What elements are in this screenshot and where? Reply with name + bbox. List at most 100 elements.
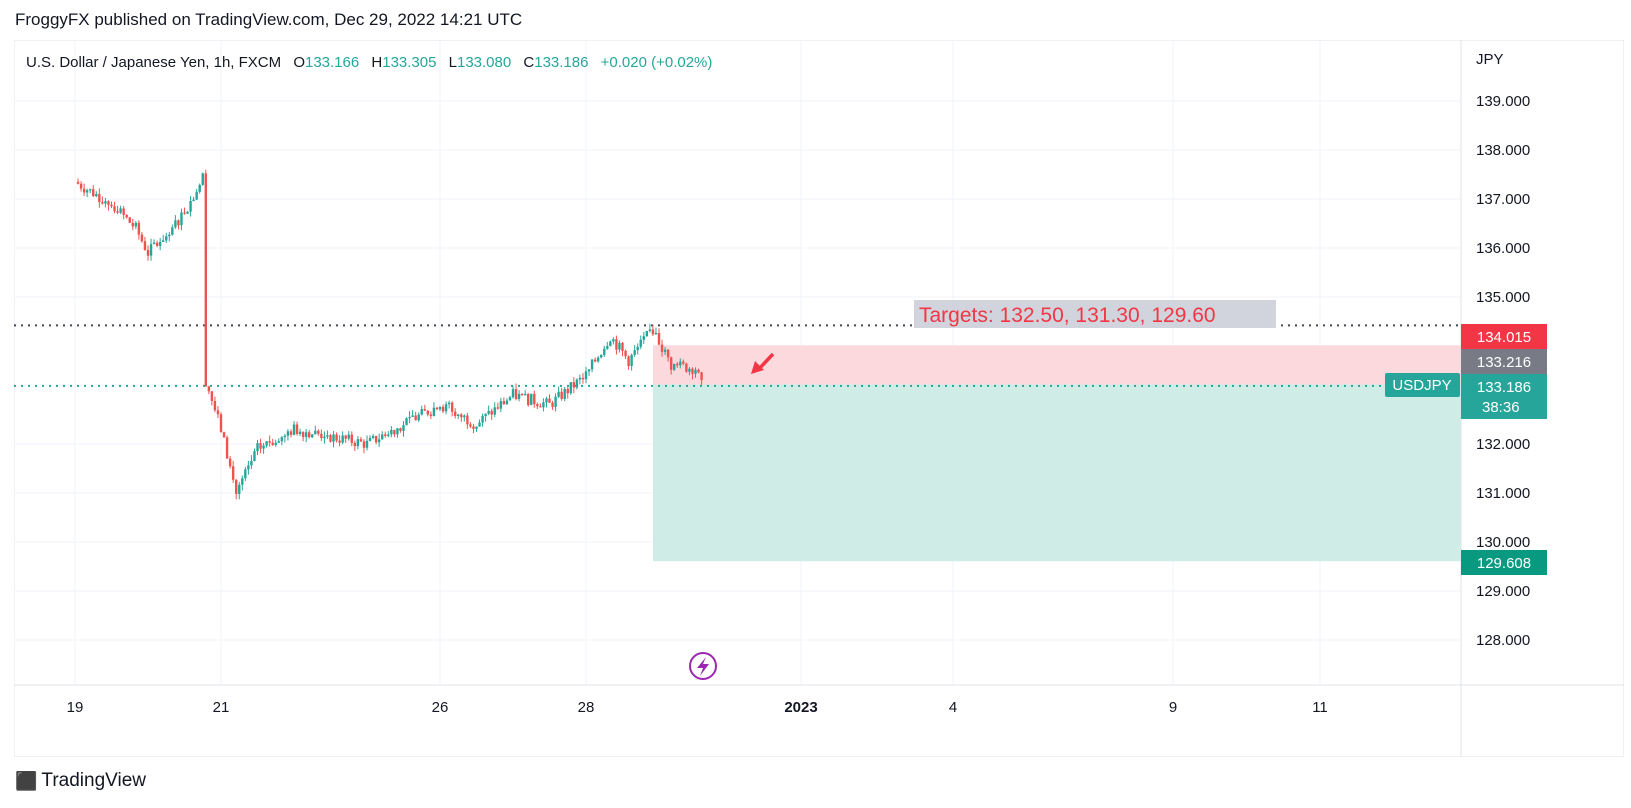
candle-body: [304, 432, 308, 437]
lightning-icon[interactable]: [689, 652, 717, 680]
candle-body: [158, 241, 162, 246]
candle-body: [152, 242, 156, 245]
candle-body: [137, 222, 141, 235]
candle-body: [195, 191, 198, 200]
down-arrow-icon[interactable]: [751, 352, 775, 374]
candle-body: [347, 434, 350, 439]
candle-body: [673, 363, 676, 370]
candle-body: [393, 429, 396, 435]
stop-price-tag[interactable]: 134.015: [1477, 329, 1531, 346]
candle-body: [356, 439, 360, 447]
candle-body: [308, 432, 311, 438]
candle-body: [359, 439, 363, 442]
candle-body: [350, 434, 353, 443]
candle-body: [454, 411, 457, 416]
candle-body: [475, 426, 478, 429]
time-tick: 28: [578, 699, 595, 716]
candle-body: [633, 350, 636, 355]
candle-body: [92, 189, 95, 197]
candle-body: [98, 193, 101, 203]
candle-body: [566, 388, 569, 394]
candle-body: [676, 363, 679, 366]
candle-body: [332, 434, 335, 442]
candle-body: [499, 401, 503, 409]
targets-label[interactable]: Targets: 132.50, 131.30, 129.60: [919, 304, 1216, 327]
target-price-tag[interactable]: 129.608: [1477, 555, 1531, 572]
candle-body: [411, 415, 414, 417]
candle-body: [627, 356, 630, 367]
candle-body: [563, 388, 566, 399]
candle-body: [502, 401, 506, 405]
entry-price-tag[interactable]: 133.216: [1477, 354, 1531, 371]
last-price-tag-bg: [1461, 374, 1547, 419]
candle-body: [426, 410, 430, 415]
time-tick: 2023: [784, 699, 817, 716]
profit-zone[interactable]: [653, 384, 1461, 562]
target-tag-bg: [1461, 550, 1547, 575]
candle-body: [341, 435, 344, 443]
bar-countdown: 38:36: [1482, 399, 1520, 416]
candle-body: [621, 342, 624, 351]
candle-body: [177, 220, 180, 226]
candle-body: [651, 329, 655, 335]
candle-body: [432, 407, 436, 416]
candle-body: [660, 344, 664, 352]
candle-body: [636, 346, 639, 351]
last-price-tag[interactable]: 133.186: [1477, 379, 1531, 396]
candle-body: [292, 424, 296, 435]
candle-body: [125, 214, 128, 218]
time-axis[interactable]: 19 21 26 28 2023 4 9 11: [67, 699, 1328, 716]
price-chart[interactable]: Targets: 132.50, 131.30, 129.60 U.S. Dol…: [13, 39, 1625, 758]
candle-body: [280, 437, 284, 442]
candle-body: [469, 424, 472, 427]
price-axis[interactable]: 139.000 138.000 137.000 136.000 135.000 132.0…: [1476, 93, 1530, 649]
candle-body: [168, 234, 171, 237]
candle-body: [338, 440, 341, 443]
candle-body: [457, 414, 460, 416]
candle-body: [268, 441, 271, 443]
price-tick: 131.000: [1476, 485, 1530, 502]
candle-body: [390, 429, 393, 435]
price-tick: 128.000: [1476, 632, 1530, 649]
candle-body: [262, 445, 265, 449]
candle-body: [204, 173, 207, 387]
candle-body: [408, 416, 411, 419]
candle-body: [593, 359, 597, 362]
candle-body: [466, 415, 469, 425]
candle-body: [207, 386, 211, 392]
candle-body: [295, 424, 299, 435]
candle-body: [600, 354, 603, 358]
candle-body: [520, 393, 524, 396]
price-tick: 138.000: [1476, 142, 1530, 159]
candle-body: [511, 389, 515, 398]
legend-high: 133.305: [382, 54, 436, 71]
candle-body: [235, 479, 238, 494]
candle-body: [189, 200, 192, 212]
candles[interactable]: [76, 169, 703, 500]
candle-body: [691, 368, 694, 374]
candle-body: [657, 332, 661, 345]
publisher-header: FroggyFX published on TradingView.com, D…: [15, 10, 523, 29]
footer-brand[interactable]: ⬛ TradingView: [15, 770, 146, 792]
candle-body: [584, 371, 588, 380]
candle-body: [119, 208, 122, 213]
loss-zone[interactable]: [653, 345, 1461, 385]
candle-body: [192, 199, 195, 201]
candle-body: [250, 460, 253, 466]
candle-body: [460, 414, 463, 418]
time-tick: 19: [67, 699, 84, 716]
currency-label: JPY: [1476, 51, 1504, 68]
candle-body: [353, 442, 357, 447]
candle-body: [603, 348, 606, 355]
candle-body: [569, 382, 572, 394]
candle-body: [435, 407, 439, 410]
candle-body: [666, 349, 670, 358]
symbol-tag[interactable]: USDJPY: [1392, 377, 1451, 394]
chart-area[interactable]: Targets: 132.50, 131.30, 129.60 U.S. Dol…: [13, 39, 1625, 758]
candle-body: [545, 398, 548, 403]
candle-body: [694, 369, 697, 374]
candle-body: [271, 442, 274, 445]
candle-body: [384, 434, 387, 436]
candle-body: [414, 415, 417, 421]
candle-body: [104, 201, 107, 204]
